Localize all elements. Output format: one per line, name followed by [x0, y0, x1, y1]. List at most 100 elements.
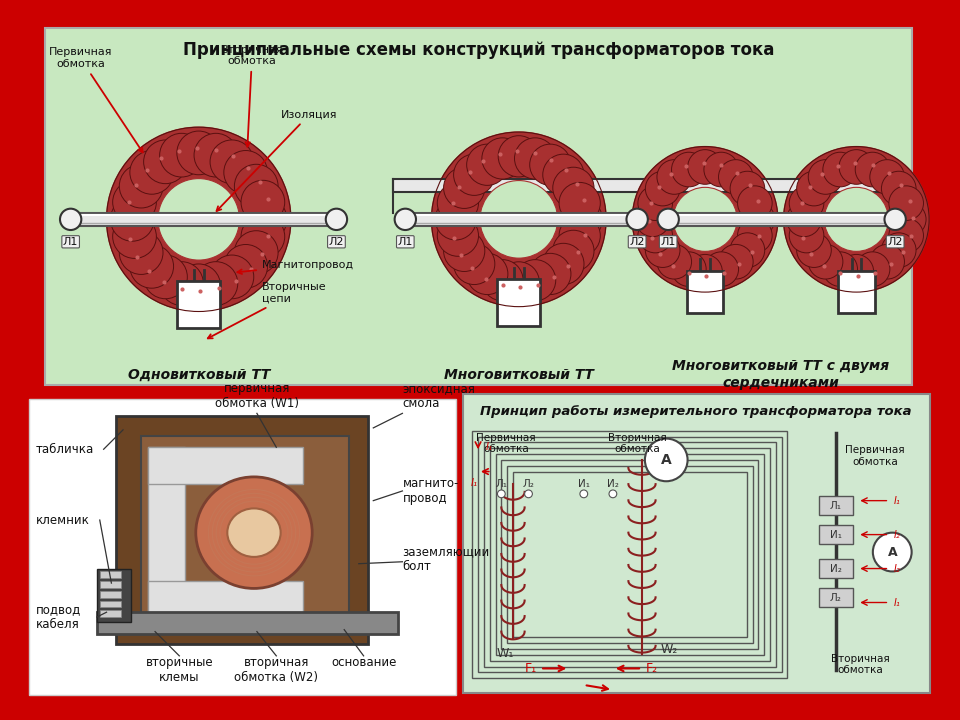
- Circle shape: [524, 490, 533, 498]
- Circle shape: [438, 182, 478, 224]
- Bar: [100, 611, 121, 617]
- Bar: [819, 588, 853, 608]
- Text: табличка: табличка: [36, 443, 94, 456]
- Text: подвод
кабеля: подвод кабеля: [36, 603, 81, 631]
- Circle shape: [482, 138, 523, 179]
- Text: Вторичные
цепи: Вторичные цепи: [207, 282, 326, 338]
- Circle shape: [673, 187, 737, 251]
- Text: Магнитопровод: Магнитопровод: [237, 260, 354, 274]
- Text: Л1: Л1: [397, 237, 413, 247]
- Circle shape: [562, 199, 603, 240]
- Text: Л2: Л2: [887, 237, 903, 247]
- Text: И₁: И₁: [830, 530, 842, 539]
- Bar: [148, 447, 185, 618]
- Circle shape: [889, 186, 924, 220]
- Circle shape: [808, 244, 843, 279]
- Text: Первичная
обмотка: Первичная обмотка: [476, 433, 536, 454]
- Bar: [660, 212, 903, 226]
- Circle shape: [808, 160, 843, 194]
- Circle shape: [672, 252, 707, 287]
- Text: Изоляция: Изоляция: [217, 109, 338, 211]
- Bar: [513, 472, 747, 637]
- Circle shape: [467, 253, 508, 294]
- Circle shape: [839, 254, 874, 289]
- Circle shape: [435, 199, 476, 240]
- Text: F₂: F₂: [646, 662, 658, 675]
- Polygon shape: [431, 132, 606, 307]
- Circle shape: [645, 233, 680, 267]
- Text: Одновитковый ТТ: Одновитковый ТТ: [128, 367, 270, 382]
- Text: I₁: I₁: [894, 495, 900, 505]
- Text: вторичная
обмотка (W2): вторичная обмотка (W2): [234, 656, 319, 684]
- Circle shape: [737, 218, 772, 253]
- Text: A: A: [660, 453, 672, 467]
- Bar: [178, 282, 220, 328]
- Circle shape: [243, 197, 287, 241]
- Circle shape: [823, 152, 857, 187]
- Circle shape: [881, 233, 916, 267]
- Circle shape: [687, 150, 722, 184]
- Circle shape: [241, 215, 285, 258]
- Circle shape: [559, 182, 600, 224]
- Circle shape: [530, 144, 571, 185]
- Bar: [100, 600, 121, 608]
- Text: Л₁: Л₁: [830, 500, 842, 510]
- Text: I₁: I₁: [894, 598, 900, 608]
- Circle shape: [224, 150, 268, 194]
- Text: заземляющии
болт: заземляющии болт: [402, 545, 490, 573]
- Circle shape: [580, 490, 588, 498]
- Text: Л₂: Л₂: [830, 593, 842, 603]
- Text: I₁: I₁: [470, 478, 478, 488]
- Bar: [819, 559, 853, 578]
- Bar: [116, 416, 369, 644]
- Circle shape: [855, 152, 890, 187]
- Circle shape: [889, 218, 924, 253]
- Bar: [819, 525, 853, 544]
- Circle shape: [658, 209, 679, 230]
- Circle shape: [823, 252, 857, 287]
- Circle shape: [542, 243, 584, 284]
- Text: И₂: И₂: [830, 564, 842, 574]
- Circle shape: [130, 245, 174, 288]
- Text: И₂: И₂: [607, 480, 619, 489]
- Bar: [140, 436, 349, 630]
- Text: Л₂: Л₂: [522, 480, 535, 489]
- Text: I₂: I₂: [894, 530, 900, 539]
- Text: Л1: Л1: [660, 237, 676, 247]
- Text: эпоксидная
смола: эпоксидная смола: [402, 382, 475, 410]
- Circle shape: [119, 164, 163, 208]
- Circle shape: [884, 209, 906, 230]
- Text: Л1: Л1: [63, 237, 79, 247]
- Bar: [660, 179, 902, 192]
- Bar: [393, 179, 645, 192]
- Bar: [148, 581, 303, 618]
- Circle shape: [657, 160, 691, 194]
- Circle shape: [130, 150, 174, 194]
- Text: I₁: I₁: [486, 442, 493, 452]
- Circle shape: [110, 197, 155, 241]
- Ellipse shape: [196, 477, 312, 588]
- Text: первичная
обмотка (W1): первичная обмотка (W1): [215, 382, 299, 410]
- Bar: [100, 581, 121, 588]
- Circle shape: [645, 171, 680, 206]
- Circle shape: [438, 215, 478, 256]
- Circle shape: [718, 244, 754, 279]
- Bar: [507, 466, 753, 643]
- Circle shape: [718, 160, 754, 194]
- Bar: [478, 436, 781, 672]
- Circle shape: [672, 152, 707, 187]
- Circle shape: [609, 490, 616, 498]
- Circle shape: [704, 252, 738, 287]
- Circle shape: [731, 171, 765, 206]
- Polygon shape: [633, 147, 778, 292]
- Circle shape: [892, 202, 926, 237]
- Text: A: A: [887, 546, 897, 559]
- Text: Вторичная
обмотка: Вторичная обмотка: [221, 45, 283, 147]
- Text: Л₁: Л₁: [495, 480, 507, 489]
- Circle shape: [194, 133, 238, 177]
- Circle shape: [158, 179, 239, 260]
- Circle shape: [737, 186, 772, 220]
- Polygon shape: [107, 127, 291, 312]
- Text: Принципиальные схемы конструкций трансформаторов тока: Принципиальные схемы конструкций трансфо…: [182, 40, 774, 58]
- Circle shape: [627, 209, 648, 230]
